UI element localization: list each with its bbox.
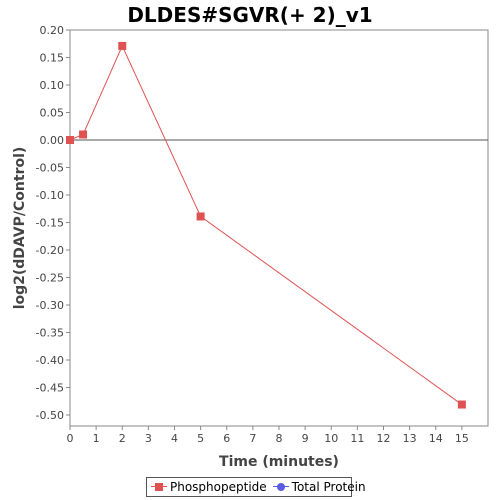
y-tick-label: -0.40 xyxy=(36,354,64,367)
legend-swatch-square-icon xyxy=(151,482,167,492)
x-tick-label: 1 xyxy=(93,432,100,445)
legend-label-phosphopeptide: Phosphopeptide xyxy=(170,480,267,494)
x-tick-label: 9 xyxy=(302,432,309,445)
data-point xyxy=(457,400,466,409)
y-tick-label: -0.30 xyxy=(36,299,64,312)
y-tick-label: -0.35 xyxy=(36,327,64,340)
legend: Phosphopeptide Total Protein xyxy=(146,477,366,497)
y-axis-title: log2(dDAVP/Control) xyxy=(12,147,28,310)
x-tick-label: 0 xyxy=(67,432,74,445)
data-point xyxy=(196,212,205,221)
y-tick-label: -0.05 xyxy=(36,162,64,175)
series-layer xyxy=(66,41,466,409)
data-point xyxy=(79,130,88,139)
y-tick-label: 0.15 xyxy=(40,52,65,65)
y-tick-label: -0.15 xyxy=(36,217,64,230)
x-tick-label: 15 xyxy=(455,432,469,445)
y-tick-label: -0.10 xyxy=(36,189,64,202)
x-axis-title: Time (minutes) xyxy=(219,454,339,470)
x-tick-label: 3 xyxy=(145,432,152,445)
x-axis-ticks: 0 1 2 3 4 5 6 7 8 9 10 11 12 13 14 15 xyxy=(67,426,469,445)
x-tick-label: 6 xyxy=(223,432,230,445)
x-tick-label: 8 xyxy=(276,432,283,445)
y-tick-label: -0.25 xyxy=(36,272,64,285)
legend-item-total-protein: Total Protein xyxy=(272,480,366,494)
data-point xyxy=(118,41,127,50)
legend-swatch-circle-icon xyxy=(272,482,289,492)
data-point xyxy=(66,136,74,144)
x-tick-label: 14 xyxy=(429,432,443,445)
x-tick-label: 2 xyxy=(119,432,126,445)
x-tick-label: 7 xyxy=(249,432,256,445)
y-tick-label: -0.50 xyxy=(36,409,64,422)
y-tick-label: 0.20 xyxy=(40,24,65,37)
plot-area xyxy=(69,29,489,427)
x-tick-label: 11 xyxy=(350,432,364,445)
legend-item-phosphopeptide: Phosphopeptide xyxy=(151,480,267,494)
x-tick-label: 12 xyxy=(377,432,391,445)
y-tick-label: -0.20 xyxy=(36,244,64,257)
y-tick-label: 0.05 xyxy=(40,107,65,120)
x-tick-label: 4 xyxy=(171,432,178,445)
x-tick-label: 10 xyxy=(324,432,338,445)
legend-label-total-protein: Total Protein xyxy=(291,480,366,494)
y-tick-label: 0.00 xyxy=(40,134,65,147)
y-axis-ticks: 0.20 0.15 0.10 0.05 0.00 -0.05 -0.10 -0.15 -0.20… xyxy=(36,24,70,422)
x-tick-label: 13 xyxy=(403,432,417,445)
x-tick-label: 5 xyxy=(197,432,204,445)
y-tick-label: -0.45 xyxy=(36,382,64,395)
chart-title: DLDES#SGVR(+ 2)_v1 xyxy=(127,3,373,27)
y-tick-label: 0.10 xyxy=(40,79,65,92)
